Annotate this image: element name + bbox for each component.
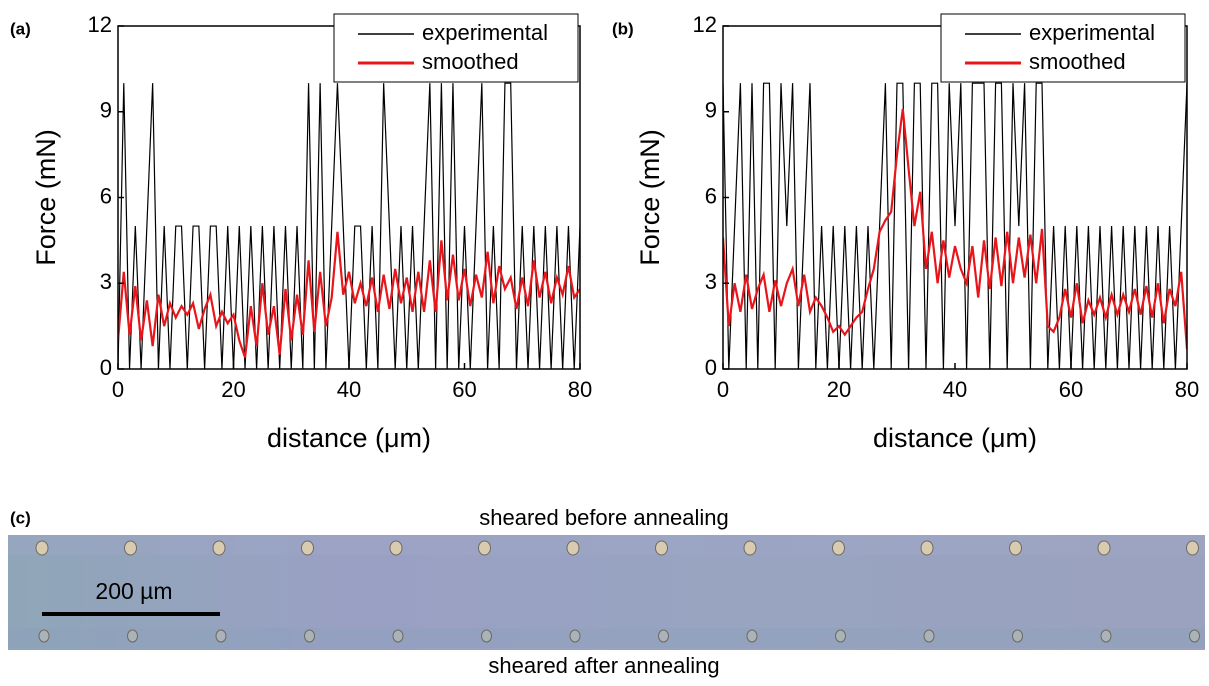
x-tick-label: 20 bbox=[827, 377, 851, 402]
y-tick-label: 6 bbox=[705, 183, 717, 208]
legend: experimental smoothed bbox=[333, 13, 579, 83]
y-tick-label: 0 bbox=[705, 355, 717, 380]
y-tick-label: 0 bbox=[100, 355, 112, 380]
caption-bottom: sheared after annealing bbox=[488, 653, 719, 678]
x-tick-label: 60 bbox=[1059, 377, 1083, 402]
chart: 0 3 6 9 12 0 20 40 60 80 distance (μm) Force (mN) (a… bbox=[10, 12, 592, 453]
y-axis-label: Force (mN) bbox=[31, 129, 61, 266]
x-axis-label: distance (μm) bbox=[873, 423, 1037, 453]
x-tick-label: 0 bbox=[717, 377, 729, 402]
legend-label: experimental bbox=[1029, 20, 1155, 45]
x-tick-label: 80 bbox=[568, 377, 592, 402]
legend-label: smoothed bbox=[1029, 49, 1126, 74]
x-tick-label: 40 bbox=[943, 377, 967, 402]
series-line bbox=[118, 231, 580, 358]
y-tick-label: 9 bbox=[705, 98, 717, 123]
y-tick-label: 12 bbox=[88, 12, 112, 37]
micrograph bbox=[8, 535, 1205, 650]
legend-box bbox=[940, 13, 1186, 83]
caption-top: sheared before annealing bbox=[479, 505, 729, 530]
plot-area bbox=[118, 82, 580, 369]
legend: experimental smoothed bbox=[940, 13, 1186, 83]
x-tick-label: 20 bbox=[221, 377, 245, 402]
series-line bbox=[118, 82, 580, 369]
y-tick-label: 12 bbox=[693, 12, 717, 37]
panel-label: (a) bbox=[10, 19, 31, 38]
y-tick-label: 3 bbox=[100, 269, 112, 294]
legend-box bbox=[333, 13, 579, 83]
series-line bbox=[723, 82, 1187, 369]
panel-label: (b) bbox=[612, 19, 634, 38]
x-tick-label: 0 bbox=[112, 377, 124, 402]
y-tick-label: 3 bbox=[705, 269, 717, 294]
y-tick-label: 9 bbox=[100, 98, 112, 123]
x-tick-label: 40 bbox=[337, 377, 361, 402]
chart: 0 3 6 9 12 0 20 40 60 80 distance (μm) Force (mN) (b… bbox=[612, 12, 1199, 453]
x-tick-label: 60 bbox=[452, 377, 476, 402]
panel-label: (c) bbox=[10, 508, 31, 527]
x-tick-label: 80 bbox=[1175, 377, 1199, 402]
scale-bar-label: 200 µm bbox=[95, 578, 172, 604]
y-axis-label: Force (mN) bbox=[635, 129, 665, 266]
plot-area bbox=[723, 82, 1187, 369]
x-axis-label: distance (μm) bbox=[267, 423, 431, 453]
legend-label: experimental bbox=[422, 20, 548, 45]
legend-label: smoothed bbox=[422, 49, 519, 74]
series-line bbox=[723, 108, 1187, 350]
y-tick-label: 6 bbox=[100, 183, 112, 208]
